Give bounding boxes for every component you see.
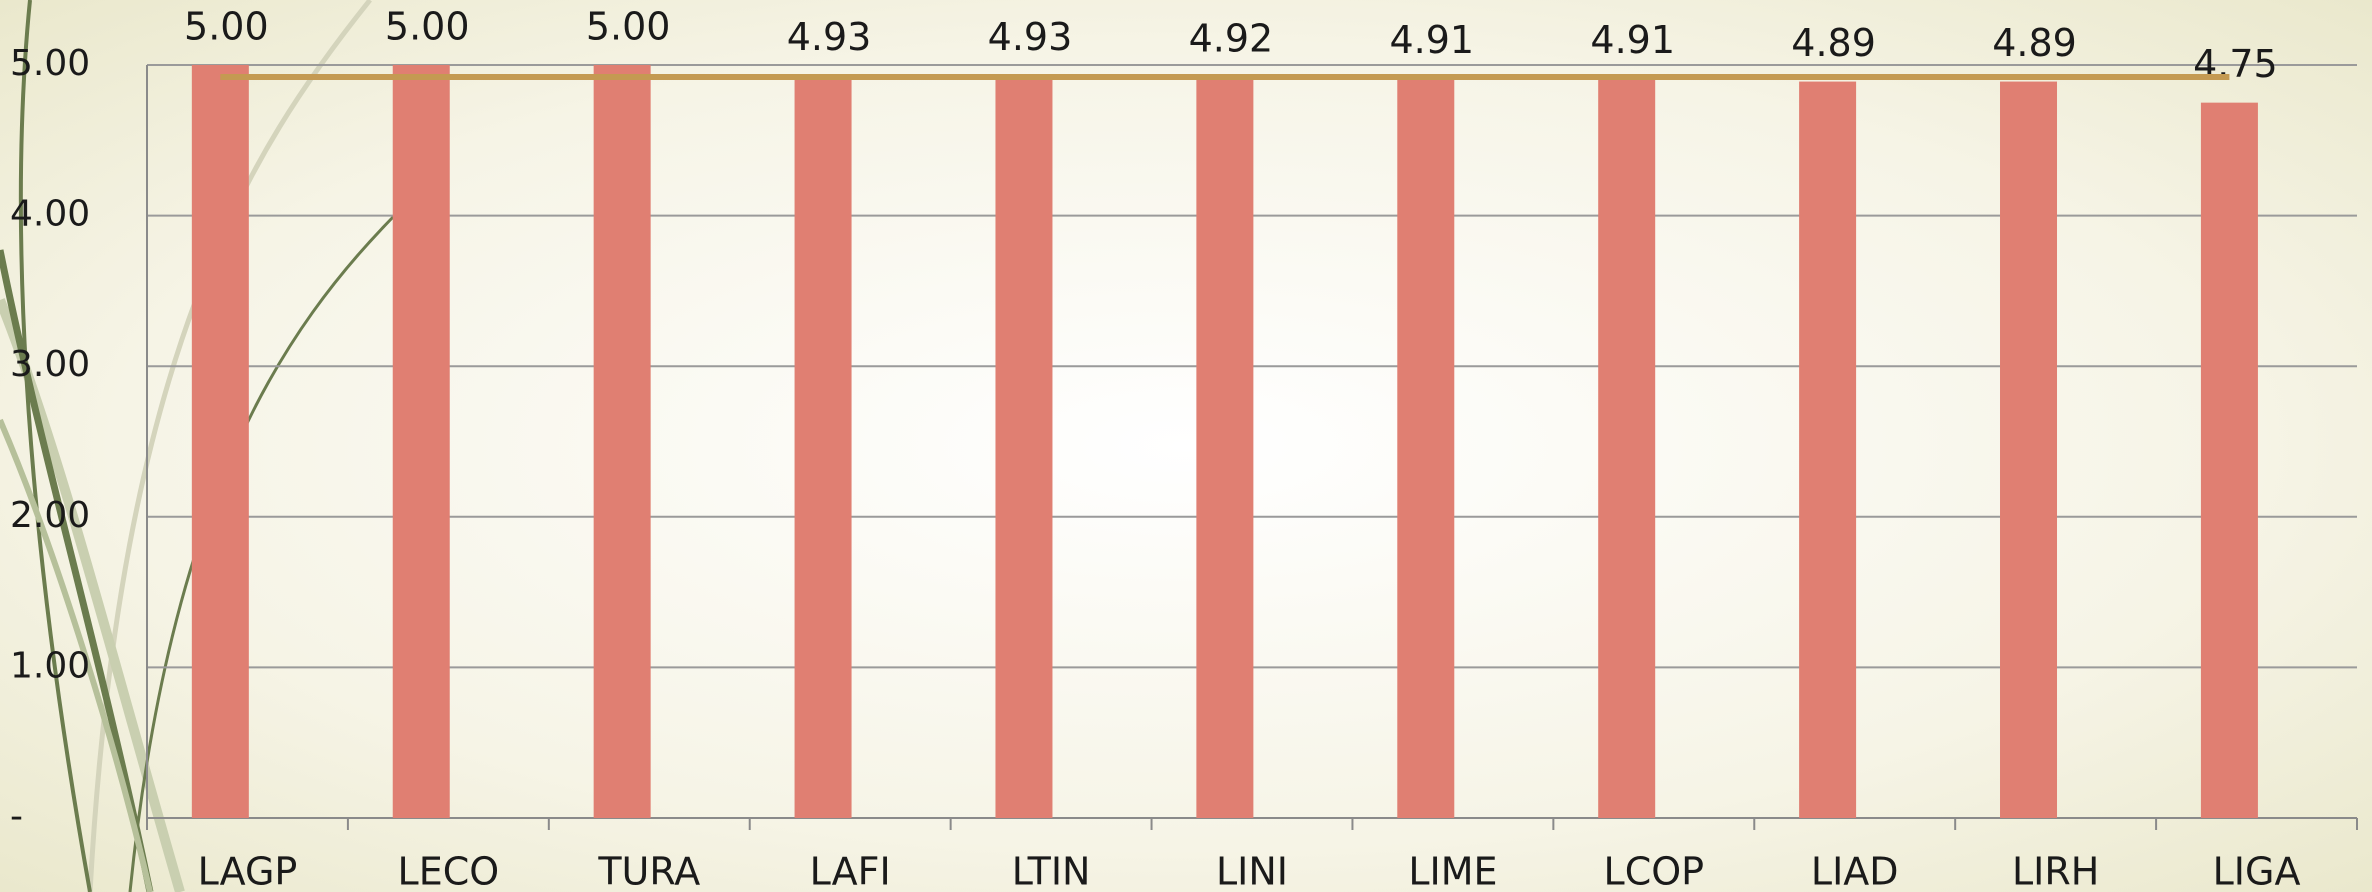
bar: [2201, 103, 2258, 818]
x-tick-label: TURA: [597, 850, 700, 892]
x-tick-label: LIRH: [2012, 850, 2099, 892]
bar: [594, 65, 651, 818]
data-label: 4.89: [1791, 21, 1876, 65]
x-tick-label: LIGA: [2213, 850, 2301, 892]
data-label: 4.89: [1992, 21, 2077, 65]
x-tick-label: LECO: [398, 850, 500, 892]
data-label: 5.00: [184, 5, 269, 49]
data-label: 5.00: [586, 5, 671, 49]
bar: [1397, 79, 1454, 818]
data-label: 4.91: [1389, 18, 1474, 62]
x-tick-label: LCOP: [1604, 850, 1705, 892]
x-tick-label: LAFI: [810, 850, 891, 892]
bar: [393, 65, 450, 818]
data-label: 4.93: [787, 15, 872, 59]
bar: [1196, 77, 1253, 818]
x-tick-label: LAGP: [198, 850, 298, 892]
bar: [2000, 82, 2057, 818]
bar: [795, 76, 852, 818]
y-tick-label: 2.00: [10, 495, 90, 536]
bar: [995, 76, 1052, 818]
bar: [192, 65, 249, 818]
bar: [1598, 79, 1655, 818]
data-label: 5.00: [385, 5, 470, 49]
data-label: 4.92: [1189, 17, 1274, 61]
y-tick-label: 3.00: [10, 344, 90, 385]
x-tick-label: LIAD: [1811, 850, 1899, 892]
chart: - 1.00 2.00 3.00 4.00 5.00 LAGP LECO TURA LAFI LTI…: [0, 0, 2372, 892]
data-label: 4.91: [1590, 18, 1675, 62]
y-tick-label: -: [10, 796, 23, 837]
x-tick-label: LINI: [1216, 850, 1288, 892]
data-label: 4.93: [988, 15, 1073, 59]
y-tick-label: 4.00: [10, 194, 90, 235]
x-tick-label: LTIN: [1012, 850, 1091, 892]
bar: [1799, 82, 1856, 818]
y-tick-label: 1.00: [10, 645, 90, 686]
y-tick-label: 5.00: [10, 43, 90, 84]
x-tick-label: LIME: [1408, 850, 1497, 892]
page: {"chart_data": {"type": "bar", "categori…: [0, 0, 2372, 892]
